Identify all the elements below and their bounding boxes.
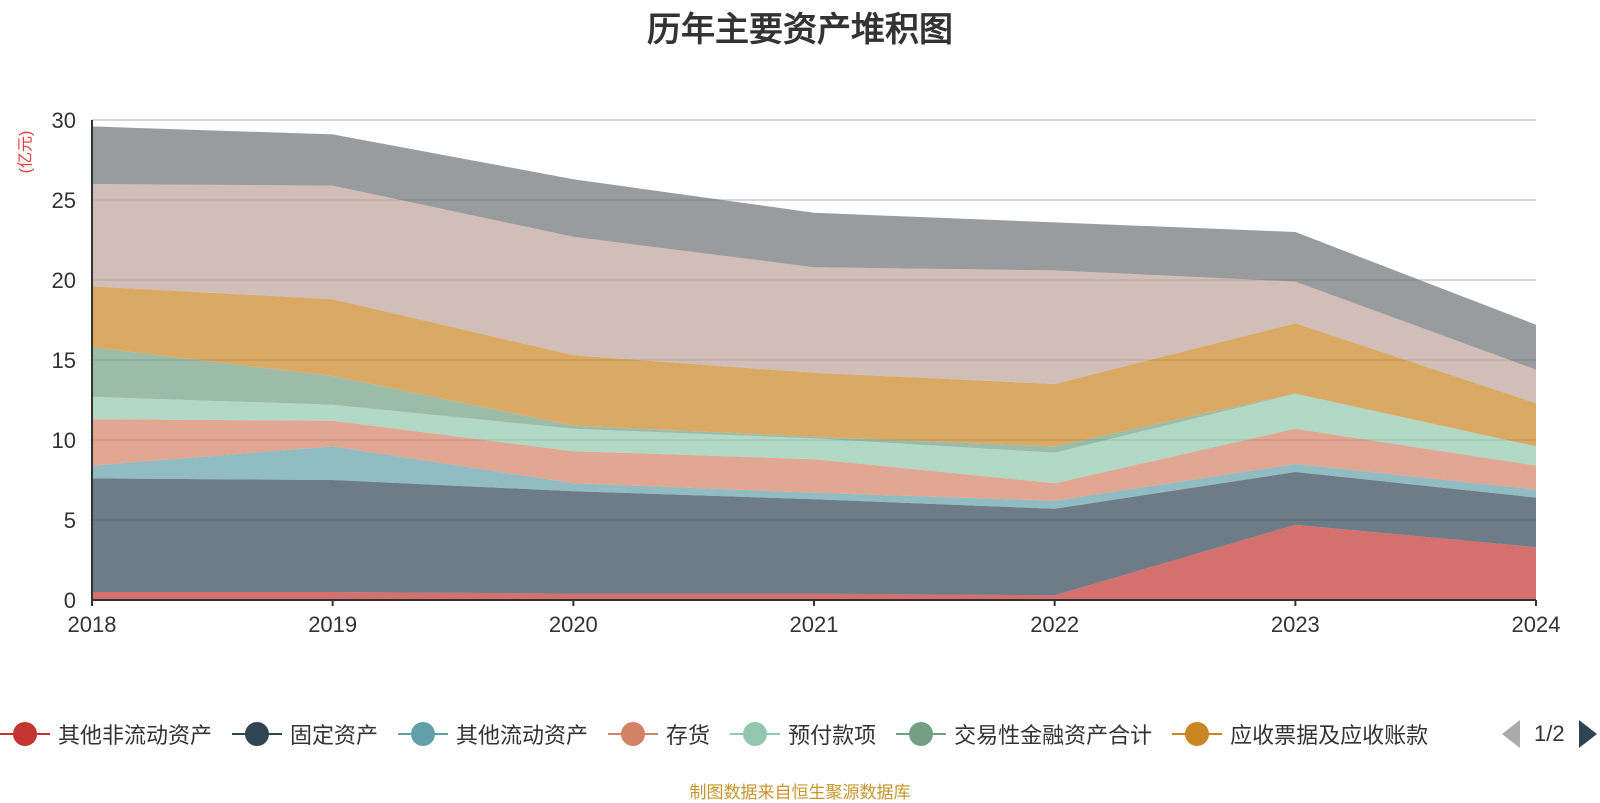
legend-marker-icon xyxy=(608,722,659,746)
legend-marker-icon xyxy=(398,722,449,746)
legend-dot-icon xyxy=(13,722,37,746)
area-series-8 xyxy=(92,184,1536,404)
y-tick-label: 10 xyxy=(52,428,76,453)
legend-label: 应收票据及应收账款 xyxy=(1230,723,1429,748)
y-tick-label: 5 xyxy=(64,508,76,533)
x-tick-label: 2018 xyxy=(68,612,117,637)
legend-prev-arrow-icon[interactable] xyxy=(1502,720,1520,748)
x-tick-label: 2022 xyxy=(1030,612,1079,637)
legend-marker-icon xyxy=(730,722,781,746)
y-tick-label: 15 xyxy=(52,348,76,373)
legend-next-arrow-icon[interactable] xyxy=(1578,720,1597,748)
legend-marker-icon xyxy=(232,722,283,746)
legend-item[interactable]: 应收票据及应收账款 xyxy=(1172,716,1428,752)
legend-item[interactable]: 存货 xyxy=(608,716,710,752)
source-note: 制图数据来自恒生聚源数据库 xyxy=(689,783,911,802)
legend: 其他非流动资产 固定资产 其他流动资产 存货 预付款项 交易性金融资产合计 应收票据及应收账… xyxy=(0,716,1600,752)
legend-marker-icon xyxy=(1172,722,1223,746)
legend-pager: 1/2 xyxy=(1502,716,1597,752)
legend-item[interactable]: 其他非流动资产 xyxy=(0,716,212,752)
y-tick-label: 30 xyxy=(52,108,76,133)
legend-label: 预付款项 xyxy=(788,723,877,748)
area-series-4 xyxy=(92,419,1536,501)
legend-dot-icon xyxy=(909,722,934,746)
legend-item[interactable]: 固定资产 xyxy=(232,716,378,752)
legend-dot-icon xyxy=(621,722,646,746)
legend-label: 其他非流动资产 xyxy=(58,723,213,748)
legend-item[interactable]: 其他流动资产 xyxy=(398,716,588,752)
legend-label: 固定资产 xyxy=(290,723,379,748)
legend-item[interactable]: 交易性金融资产合计 xyxy=(896,716,1152,752)
area-series-1 xyxy=(92,524,1536,600)
x-tick-label: 2023 xyxy=(1271,612,1320,637)
y-tick-label: 20 xyxy=(52,268,76,293)
x-tick-label: 2024 xyxy=(1512,612,1561,637)
legend-page-indicator: 1/2 xyxy=(1534,721,1565,746)
legend-marker-icon xyxy=(896,722,947,746)
chart-title: 历年主要资产堆积图 xyxy=(647,11,953,49)
x-tick-label: 2021 xyxy=(790,612,839,637)
area-series-6 xyxy=(92,347,1536,453)
x-tick-label: 2019 xyxy=(308,612,357,637)
area-series-3 xyxy=(92,446,1536,509)
legend-dot-icon xyxy=(743,722,768,746)
y-tick-label: 25 xyxy=(52,188,76,213)
area-series-9 xyxy=(92,126,1536,370)
area-series-5 xyxy=(92,393,1536,484)
legend-dot-icon xyxy=(245,722,270,746)
legend-label: 存货 xyxy=(666,723,711,748)
legend-label: 交易性金融资产合计 xyxy=(954,723,1153,748)
x-tick-label: 2020 xyxy=(549,612,598,637)
legend-dot-icon xyxy=(411,722,436,746)
legend-marker-icon xyxy=(0,722,50,746)
stacked-area-chart: 0 5 10 15 20 25 30 2018 2019 2020 2021 2022 2023 2024 xyxy=(52,108,1561,637)
area-series-2 xyxy=(92,472,1536,596)
legend-dot-icon xyxy=(1185,722,1210,746)
legend-label: 其他流动资产 xyxy=(456,723,589,748)
y-tick-label: 0 xyxy=(64,588,76,613)
area-series-7 xyxy=(92,286,1536,447)
legend-item[interactable]: 预付款项 xyxy=(730,716,876,752)
